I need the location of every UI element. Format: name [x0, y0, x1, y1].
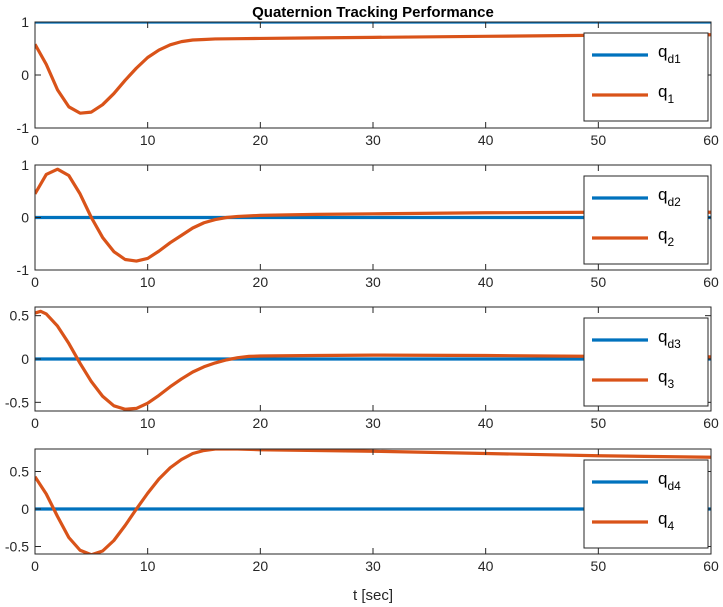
x-tick-label: 30 — [365, 558, 381, 574]
legend-label: qd2 — [658, 185, 681, 209]
legend: qd2 q2 — [583, 175, 709, 265]
legend: qd1 q1 — [583, 32, 709, 122]
x-tick-label: 50 — [591, 274, 607, 290]
y-tick-label: -1 — [17, 262, 30, 278]
x-tick-label: 40 — [478, 415, 494, 431]
x-tick-label: 10 — [140, 274, 156, 290]
x-tick-label: 40 — [478, 558, 494, 574]
x-tick-label: 50 — [591, 132, 607, 148]
y-tick-label: 0 — [21, 67, 29, 83]
y-tick-label: -0.5 — [5, 394, 29, 410]
legend-box — [583, 32, 709, 122]
y-tick-label: 1 — [21, 14, 29, 30]
x-tick-label: 10 — [140, 415, 156, 431]
legend: qd4 q4 — [583, 459, 709, 549]
legend: qd3 q3 — [583, 317, 709, 407]
x-tick-label: 50 — [591, 415, 607, 431]
y-tick-label: 0 — [21, 210, 29, 226]
x-tick-label: 40 — [478, 132, 494, 148]
chart-title: Quaternion Tracking Performance — [252, 4, 494, 21]
series-line-q-2 — [35, 167, 711, 263]
x-tick-label: 20 — [253, 132, 269, 148]
x-axis-label: t [sec] — [353, 587, 393, 604]
x-tick-label: 30 — [365, 274, 381, 290]
legend-box — [583, 175, 709, 265]
legend-label: q4 — [658, 509, 674, 533]
legend-label: qd3 — [658, 327, 681, 351]
x-tick-label: 10 — [140, 132, 156, 148]
y-tick-label: 0.5 — [10, 464, 30, 480]
x-tick-label: 20 — [253, 274, 269, 290]
y-tick-label: 0 — [21, 501, 29, 517]
y-tick-label: 1 — [21, 157, 29, 173]
x-tick-label: 60 — [703, 274, 719, 290]
series-line-q-3 — [35, 309, 711, 411]
legend-label: qd1 — [658, 42, 681, 66]
x-tick-label: 60 — [703, 415, 719, 431]
y-tick-label: -0.5 — [5, 539, 29, 555]
legend-label: q2 — [658, 225, 674, 249]
x-tick-label: 60 — [703, 558, 719, 574]
x-tick-label: 30 — [365, 415, 381, 431]
legend-label: q1 — [658, 82, 674, 106]
x-tick-label: 20 — [253, 558, 269, 574]
legend-box — [583, 459, 709, 549]
x-tick-label: 60 — [703, 132, 719, 148]
x-tick-label: 0 — [31, 558, 39, 574]
x-tick-label: 0 — [31, 274, 39, 290]
y-tick-label: 0.5 — [10, 308, 30, 324]
legend-label: q3 — [658, 367, 674, 391]
series-line-q-1 — [35, 33, 711, 115]
y-tick-label: 0 — [21, 351, 29, 367]
x-tick-label: 40 — [478, 274, 494, 290]
series-line-q-4 — [35, 449, 711, 554]
x-tick-label: 0 — [31, 415, 39, 431]
x-tick-label: 30 — [365, 132, 381, 148]
y-tick-label: -1 — [17, 120, 30, 136]
x-tick-label: 20 — [253, 415, 269, 431]
x-tick-label: 50 — [591, 558, 607, 574]
x-tick-label: 10 — [140, 558, 156, 574]
legend-box — [583, 317, 709, 407]
legend-label: qd4 — [658, 469, 681, 493]
x-tick-label: 0 — [31, 132, 39, 148]
